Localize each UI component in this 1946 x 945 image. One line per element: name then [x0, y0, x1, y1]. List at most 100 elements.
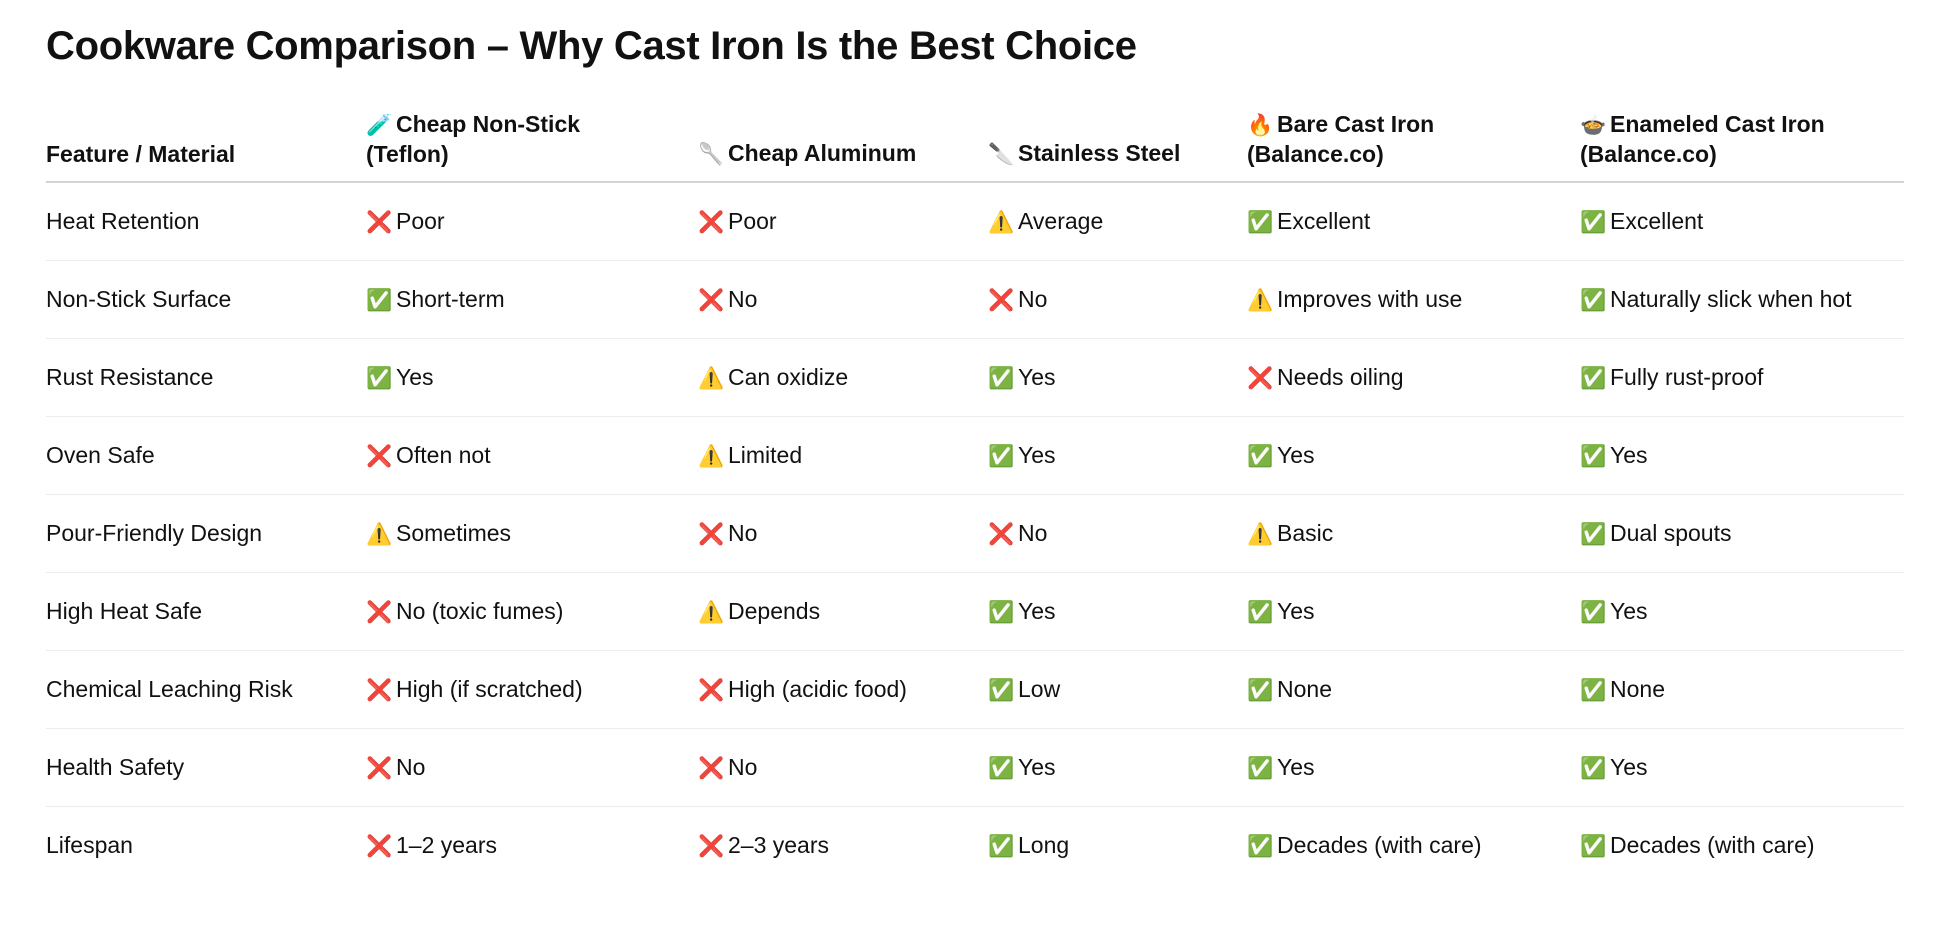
cross-mark-icon: ❌ [698, 757, 725, 780]
cell-value: Short-term [396, 286, 505, 312]
column-header: 🔥 Bare Cast Iron (Balance.co) [1247, 110, 1580, 183]
check-mark-icon: ✅ [1247, 679, 1274, 702]
header-row: Feature / Material 🧪 Cheap Non-Stick (Teflo… [46, 110, 1904, 183]
cell-value: Yes [396, 364, 434, 390]
cell-value: Needs oiling [1277, 364, 1404, 390]
table-cell: ❌ High (acidic food) [698, 650, 988, 729]
table-cell: ❌ No [698, 728, 988, 807]
cell-value: Basic [1277, 520, 1334, 546]
check-mark-icon: ✅ [988, 367, 1015, 390]
table-cell: ✅ Yes [988, 416, 1247, 495]
column-header: 🥄 Cheap Aluminum [698, 110, 988, 183]
cell-value: No [1018, 286, 1048, 312]
table-cell: ❌ No [698, 260, 988, 339]
column-header-sublabel: (Balance.co) [1247, 141, 1384, 167]
cross-mark-icon: ❌ [366, 445, 393, 468]
table-row: Non-Stick Surface ✅ Short-term ❌ No ❌ No ⚠️ Impr… [46, 260, 1904, 339]
cell-value: Yes [1018, 442, 1056, 468]
column-header: 🧪 Cheap Non-Stick (Teflon) [366, 110, 698, 183]
table-cell: ✅ Low [988, 650, 1247, 729]
feature-cell: Rust Resistance [46, 338, 366, 417]
check-mark-icon: ✅ [1580, 757, 1607, 780]
table-row: Health Safety ❌ No ❌ No ✅ Yes ✅ Yes ✅ Yes [46, 728, 1904, 807]
cross-mark-icon: ❌ [698, 211, 725, 234]
table-cell: ⚠️ Sometimes [366, 494, 698, 573]
table-cell: ✅ Decades (with care) [1580, 807, 1904, 885]
table-row: Lifespan ❌ 1–2 years ❌ 2–3 years ✅ Long ✅ Decade… [46, 807, 1904, 885]
check-mark-icon: ✅ [988, 601, 1015, 624]
cell-value: Fully rust-proof [1610, 364, 1764, 390]
comparison-table: Feature / Material 🧪 Cheap Non-Stick (Teflo… [46, 110, 1904, 884]
column-header-sublabel: (Teflon) [366, 141, 449, 167]
table-cell: ⚠️ Can oxidize [698, 338, 988, 417]
feature-cell: Chemical Leaching Risk [46, 650, 366, 729]
cell-value: Yes [1277, 598, 1315, 624]
table-cell: ✅ None [1580, 650, 1904, 729]
feature-cell: Lifespan [46, 832, 133, 858]
table-cell: ❌ Poor [366, 182, 698, 261]
check-mark-icon: ✅ [1247, 601, 1274, 624]
table-cell: ⚠️ Depends [698, 572, 988, 651]
cell-value: Naturally slick when hot [1610, 286, 1852, 312]
warning-icon: ⚠️ [366, 523, 393, 546]
column-header-label: Enameled Cast Iron [1610, 111, 1825, 137]
check-mark-icon: ✅ [988, 679, 1015, 702]
table-cell: ❌ 2–3 years [698, 807, 988, 885]
cross-mark-icon: ❌ [698, 835, 725, 858]
cell-value: None [1610, 676, 1665, 702]
check-mark-icon: ✅ [1580, 367, 1607, 390]
cell-value: Sometimes [396, 520, 512, 546]
cross-mark-icon: ❌ [366, 211, 393, 234]
warning-icon: ⚠️ [698, 601, 725, 624]
check-mark-icon: ✅ [366, 289, 393, 312]
cross-mark-icon: ❌ [698, 523, 725, 546]
check-mark-icon: ✅ [988, 835, 1015, 858]
column-header-label: Cheap Non-Stick [396, 111, 581, 137]
check-mark-icon: ✅ [1580, 679, 1607, 702]
cell-value: No [1018, 520, 1048, 546]
cross-mark-icon: ❌ [988, 523, 1015, 546]
cross-mark-icon: ❌ [698, 289, 725, 312]
table-cell: ✅ Yes [1580, 572, 1904, 651]
cell-value: No [728, 520, 758, 546]
table-cell: ✅ Excellent [1247, 182, 1580, 261]
feature-cell: Heat Retention [46, 182, 366, 261]
check-mark-icon: ✅ [1247, 835, 1274, 858]
table-cell: ✅ None [1247, 650, 1580, 729]
cross-mark-icon: ❌ [366, 757, 393, 780]
stew-pot-icon: 🍲 [1580, 114, 1607, 137]
table-cell: ❌ 1–2 years [366, 807, 698, 885]
warning-icon: ⚠️ [988, 211, 1015, 234]
cell-value: High (if scratched) [396, 676, 583, 702]
check-mark-icon: ✅ [1580, 289, 1607, 312]
check-mark-icon: ✅ [1580, 211, 1607, 234]
cell-value: Limited [728, 442, 803, 468]
cell-value: 2–3 years [728, 832, 830, 858]
table-cell: ✅ Yes [1247, 572, 1580, 651]
cell-value: Can oxidize [728, 364, 849, 390]
table-cell: ❌ No [366, 728, 698, 807]
column-header: 🍲 Enameled Cast Iron (Balance.co) [1580, 110, 1904, 183]
table-cell: ✅ Yes [988, 572, 1247, 651]
cell-value: Low [1018, 676, 1061, 702]
cell-value: Depends [728, 598, 821, 624]
table-cell: ✅ Yes [366, 338, 698, 417]
cross-mark-icon: ❌ [366, 601, 393, 624]
cell-value: None [1277, 676, 1332, 702]
cell-value: Yes [1018, 364, 1056, 390]
cross-mark-icon: ❌ [366, 835, 393, 858]
page-title: Cookware Comparison – Why Cast Iron Is t… [46, 24, 1137, 68]
cell-value: 1–2 years [396, 832, 498, 858]
table-cell: ❌ Needs oiling [1247, 338, 1580, 417]
cell-value: No [396, 754, 426, 780]
cell-value: Yes [1610, 598, 1648, 624]
feature-cell: Health Safety [46, 728, 366, 807]
cross-mark-icon: ❌ [1247, 367, 1274, 390]
table-cell: ❌ No (toxic fumes) [366, 572, 698, 651]
cell-value: Improves with use [1277, 286, 1463, 312]
table-row: Oven Safe ❌ Often not ⚠️ Limited ✅ Yes ✅ Yes ✅ Yes [46, 416, 1904, 495]
check-mark-icon: ✅ [988, 445, 1015, 468]
table-cell: ✅ Yes [1247, 416, 1580, 495]
table-cell: ✅ Yes [1580, 728, 1904, 807]
check-mark-icon: ✅ [1580, 445, 1607, 468]
